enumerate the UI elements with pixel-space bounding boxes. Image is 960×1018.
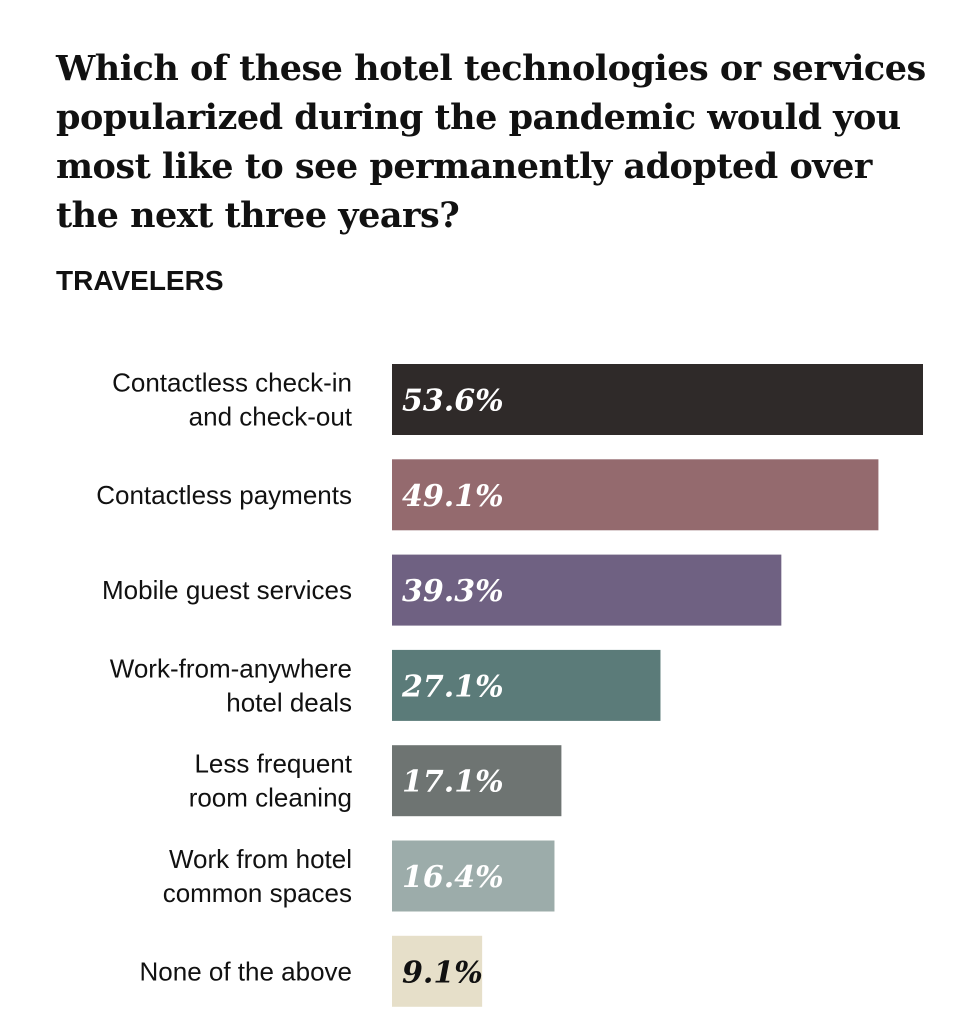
category-label-6-line-1: Work from hotel: [169, 844, 352, 874]
chart-subtitle: TRAVELERS: [56, 265, 224, 296]
value-label-2: 49.1%: [402, 479, 504, 514]
category-label-5-line-2: room cleaning: [189, 783, 352, 813]
bar-3: [392, 554, 782, 626]
category-label-1-line-2: and check-out: [189, 402, 353, 432]
category-label-4-line-2: hotel deals: [226, 687, 352, 717]
category-label-6-line-2: common spaces: [163, 878, 352, 908]
bar-1: [392, 364, 923, 435]
value-label-4: 27.1%: [401, 669, 504, 704]
category-label-2: Contactless payments: [96, 480, 352, 510]
bar-4: [392, 649, 661, 721]
bar-2: [392, 459, 879, 531]
category-label-4-line-1: Work-from-anywhere: [110, 653, 352, 683]
value-label-6: 16.4%: [402, 860, 504, 895]
category-label-5-line-1: Less frequent: [194, 749, 352, 779]
category-label-3: Mobile guest services: [102, 575, 352, 605]
category-label-1-line-1: Contactless check-in: [112, 368, 352, 398]
chart-title: Which of these hotel technologies or ser…: [56, 48, 926, 236]
value-label-7: 9.1%: [402, 955, 483, 990]
value-label-5: 17.1%: [402, 765, 504, 800]
value-label-3: 39.3%: [402, 574, 504, 609]
bar-6: [392, 840, 555, 912]
bar-5: [392, 745, 562, 817]
value-label-1: 53.6%: [402, 384, 504, 419]
category-label-7: None of the above: [140, 956, 353, 986]
bar-7: [392, 935, 483, 1007]
